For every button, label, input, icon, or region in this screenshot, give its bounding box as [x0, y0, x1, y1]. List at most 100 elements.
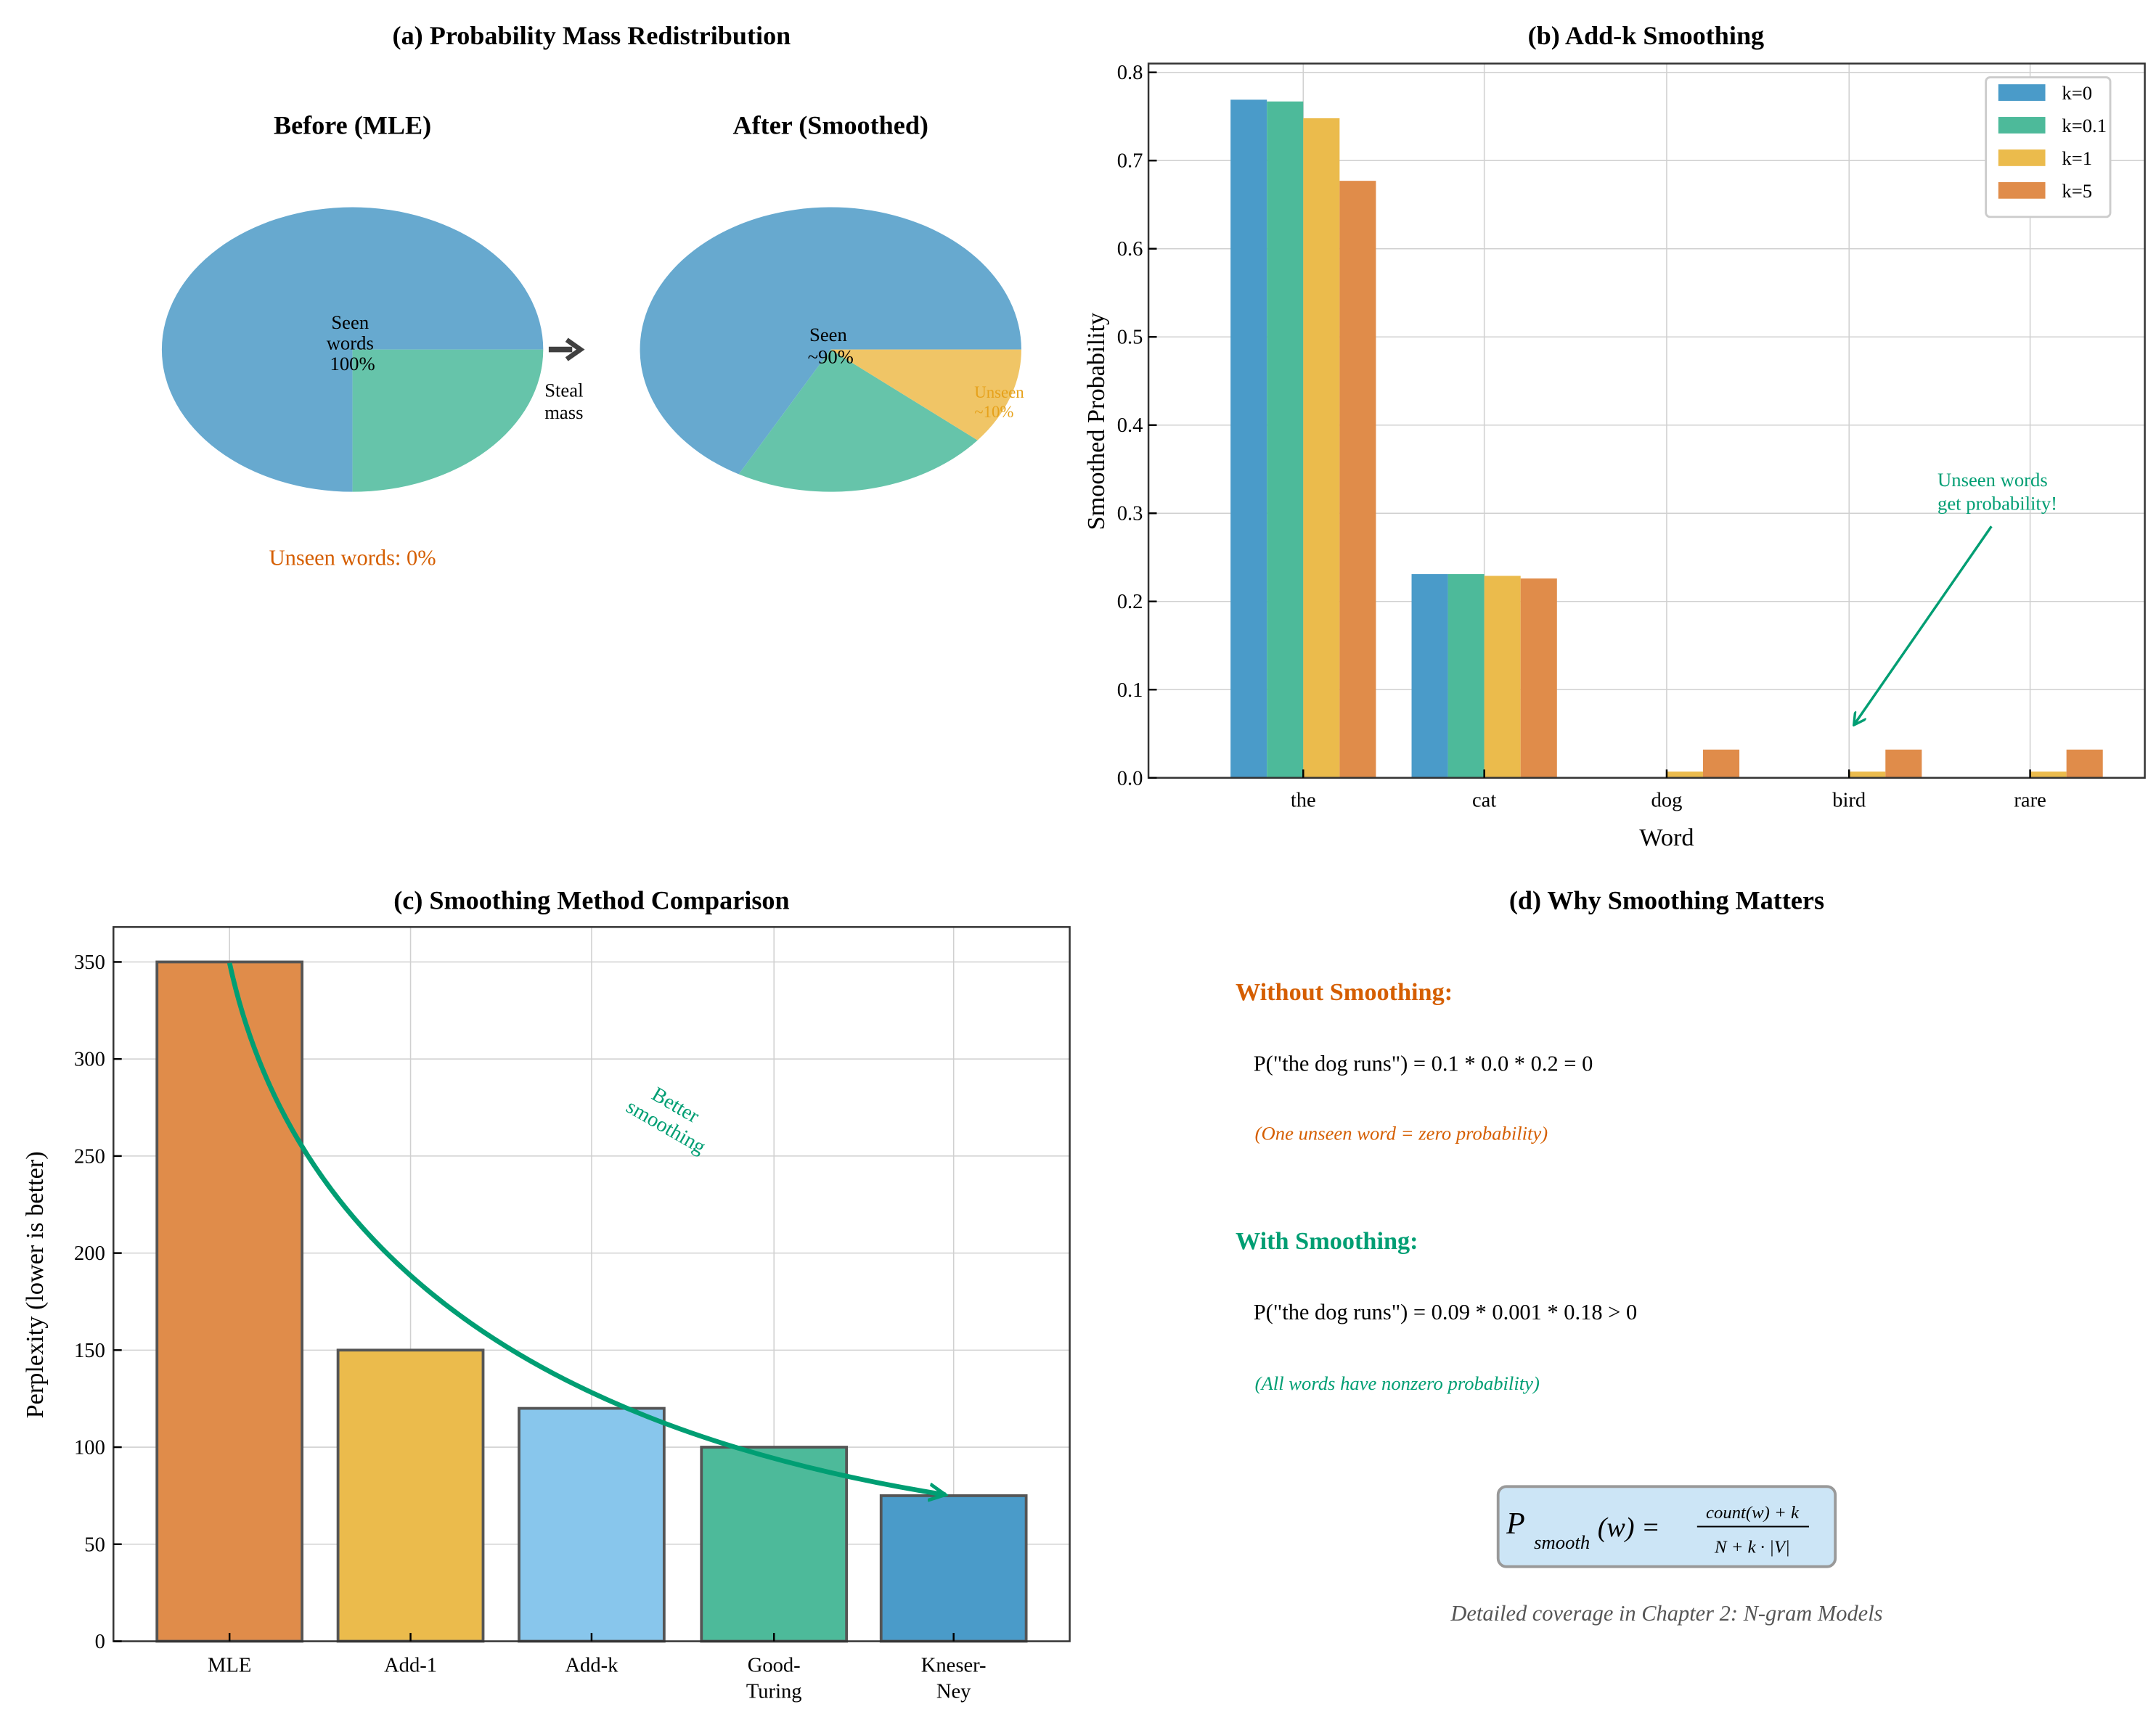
unseen-words-note: Unseen words: 0% [269, 546, 436, 570]
x-tick-label: Add-1 [384, 1654, 437, 1676]
x-tick-label: the [1291, 790, 1316, 812]
panel-c: (c) Smoothing Method Comparison 0 50 100 15… [21, 886, 1071, 1703]
legend-swatch [1998, 117, 2046, 134]
legend-label: k=0.1 [2062, 115, 2107, 136]
panel-c-bars [155, 960, 1028, 1643]
x-tick-label: bird [1832, 790, 1866, 812]
panel-b-ylabel: Smoothed Probability [1082, 313, 1110, 531]
pie-before-label: Seen words 100% [327, 311, 379, 374]
bar-k=0.1-the [1267, 101, 1304, 778]
panel-a-title: (a) Probability Mass Redistribution [393, 21, 791, 50]
panel-b-ticks: 0.0 0.1 0.2 0.3 0.4 0.5 0.6 0.7 0.8 the cat dog bird… [1117, 62, 2046, 811]
bar-k=1-the [1303, 118, 1340, 778]
unseen-annotation: Unseen words get probability! [1937, 469, 2057, 514]
y-tick-label: 0.0 [1117, 767, 1143, 790]
panel-b: (b) Add-k Smoothing 0.00.10.20.30.40.50.… [1082, 21, 2146, 851]
annotation-arrow-icon [1855, 525, 1993, 724]
panel-c-title: (c) Smoothing Method Comparison [393, 886, 789, 915]
without-equation: P("the dog runs") = 0.1 * 0.0 * 0.2 = 0 [1254, 1051, 1593, 1076]
x-tick-label: rare [2014, 790, 2046, 812]
x-tick-label: Add-k [565, 1654, 618, 1676]
y-tick-label: 350 [74, 951, 105, 974]
x-tick-label: Ney [936, 1681, 971, 1703]
legend-box [1985, 76, 2112, 218]
bar-k=5-cat [1520, 578, 1557, 778]
footer-note: Detailed coverage in Chapter 2: N-gram M… [1450, 1601, 1882, 1626]
y-tick-label: 0.6 [1117, 238, 1143, 261]
bar-Add-k [518, 1406, 666, 1643]
y-tick-label: 0.2 [1117, 591, 1143, 613]
legend-swatch [1998, 181, 2046, 199]
panel-b-xlabel: Word [1639, 824, 1694, 851]
panel-c-ylabel: Perplexity (lower is better) [21, 1151, 49, 1418]
without-note: (One unseen word = zero probability) [1255, 1122, 1548, 1144]
with-equation: P("the dog runs") = 0.09 * 0.001 * 0.18 … [1254, 1300, 1637, 1324]
panel-b-frame [1147, 62, 2146, 779]
x-tick-label: dog [1651, 790, 1683, 812]
legend-label: k=5 [2062, 180, 2092, 202]
panel-d: (d) Why Smoothing Matters Without Smooth… [1236, 886, 1882, 1626]
pie-slice [640, 207, 1021, 475]
y-tick-label: 0.8 [1117, 62, 1143, 84]
without-heading: Without Smoothing: [1236, 978, 1453, 1006]
bar-Add-1 [336, 1348, 485, 1643]
y-tick-label: 150 [74, 1340, 105, 1362]
x-tick-label: Turing [746, 1681, 802, 1703]
smoothing-formula: P smooth (w) = count(w) + k N + k · |V| [1506, 1503, 1810, 1557]
bar-Kneser-Ney [879, 1494, 1028, 1643]
panel-b-bars [1230, 99, 2103, 778]
y-tick-label: 0.3 [1117, 503, 1143, 525]
bar-k=5-rare [2066, 749, 2103, 778]
bar-k=0.1-cat [1447, 574, 1485, 778]
y-tick-label: 300 [74, 1049, 105, 1071]
legend-label: k=1 [2062, 147, 2092, 169]
x-tick-label: MLE [208, 1654, 251, 1676]
better-smoothing-label: Better smoothing [622, 1075, 721, 1158]
with-note: (All words have nonzero probability) [1255, 1372, 1540, 1394]
arrow-head-icon [565, 337, 585, 361]
bar-k=0-the [1230, 99, 1267, 778]
panel-c-ticks: 0 50 100 150 200 250 300 350 MLE Add-1 Add-k Good- T… [74, 951, 987, 1703]
bar-k=1-rare [2030, 771, 2067, 778]
panel-a: (a) Probability Mass Redistribution Befo… [161, 21, 1028, 570]
x-tick-label: Good- [748, 1654, 801, 1676]
pie-slice [738, 349, 978, 492]
bar-MLE [155, 960, 304, 1643]
x-tick-label: cat [1472, 790, 1496, 812]
formula-numerator: count(w) + k [1706, 1503, 1800, 1523]
bar-k=5-the [1339, 181, 1376, 778]
formula-sub: smooth [1534, 1531, 1590, 1553]
pie-slice [352, 349, 544, 492]
better-smoothing-arrow-icon [226, 962, 945, 1495]
formula-lhs: P [1506, 1507, 1525, 1541]
y-tick-label: 0 [95, 1631, 105, 1653]
y-tick-label: 0.1 [1117, 679, 1143, 702]
pie-after-title: After (Smoothed) [733, 111, 928, 140]
bar-k=1-cat [1484, 576, 1521, 778]
bar-Good-Turing [700, 1446, 849, 1643]
with-heading: With Smoothing: [1236, 1227, 1418, 1255]
y-tick-label: 0.4 [1117, 414, 1143, 437]
formula-box [1496, 1485, 1837, 1568]
pie-before-title: Before (MLE) [274, 111, 431, 140]
formula-arg: (w) = [1598, 1512, 1660, 1543]
pie-slice [830, 349, 1021, 441]
y-tick-label: 0.5 [1117, 327, 1143, 349]
y-tick-label: 50 [84, 1533, 105, 1556]
steal-mass-label: Steal mass [544, 379, 588, 422]
bar-k=5-dog [1703, 749, 1740, 778]
bar-k=5-bird [1885, 749, 1922, 778]
legend-label: k=0 [2062, 82, 2092, 104]
pie-after-unseen-label: Unseen ~10% [974, 383, 1028, 421]
legend-swatch [1998, 149, 2046, 166]
y-tick-label: 0.7 [1117, 150, 1143, 173]
x-tick-label: Kneser- [921, 1654, 987, 1676]
bar-k=1-dog [1666, 771, 1704, 778]
panel-d-title: (d) Why Smoothing Matters [1509, 886, 1824, 915]
formula-denominator: N + k · |V| [1714, 1538, 1790, 1557]
pie-after [640, 207, 1021, 492]
pie-after-label: Seen ~90% [808, 324, 854, 367]
bar-k=0-cat [1411, 574, 1448, 778]
pie-before [161, 207, 544, 492]
